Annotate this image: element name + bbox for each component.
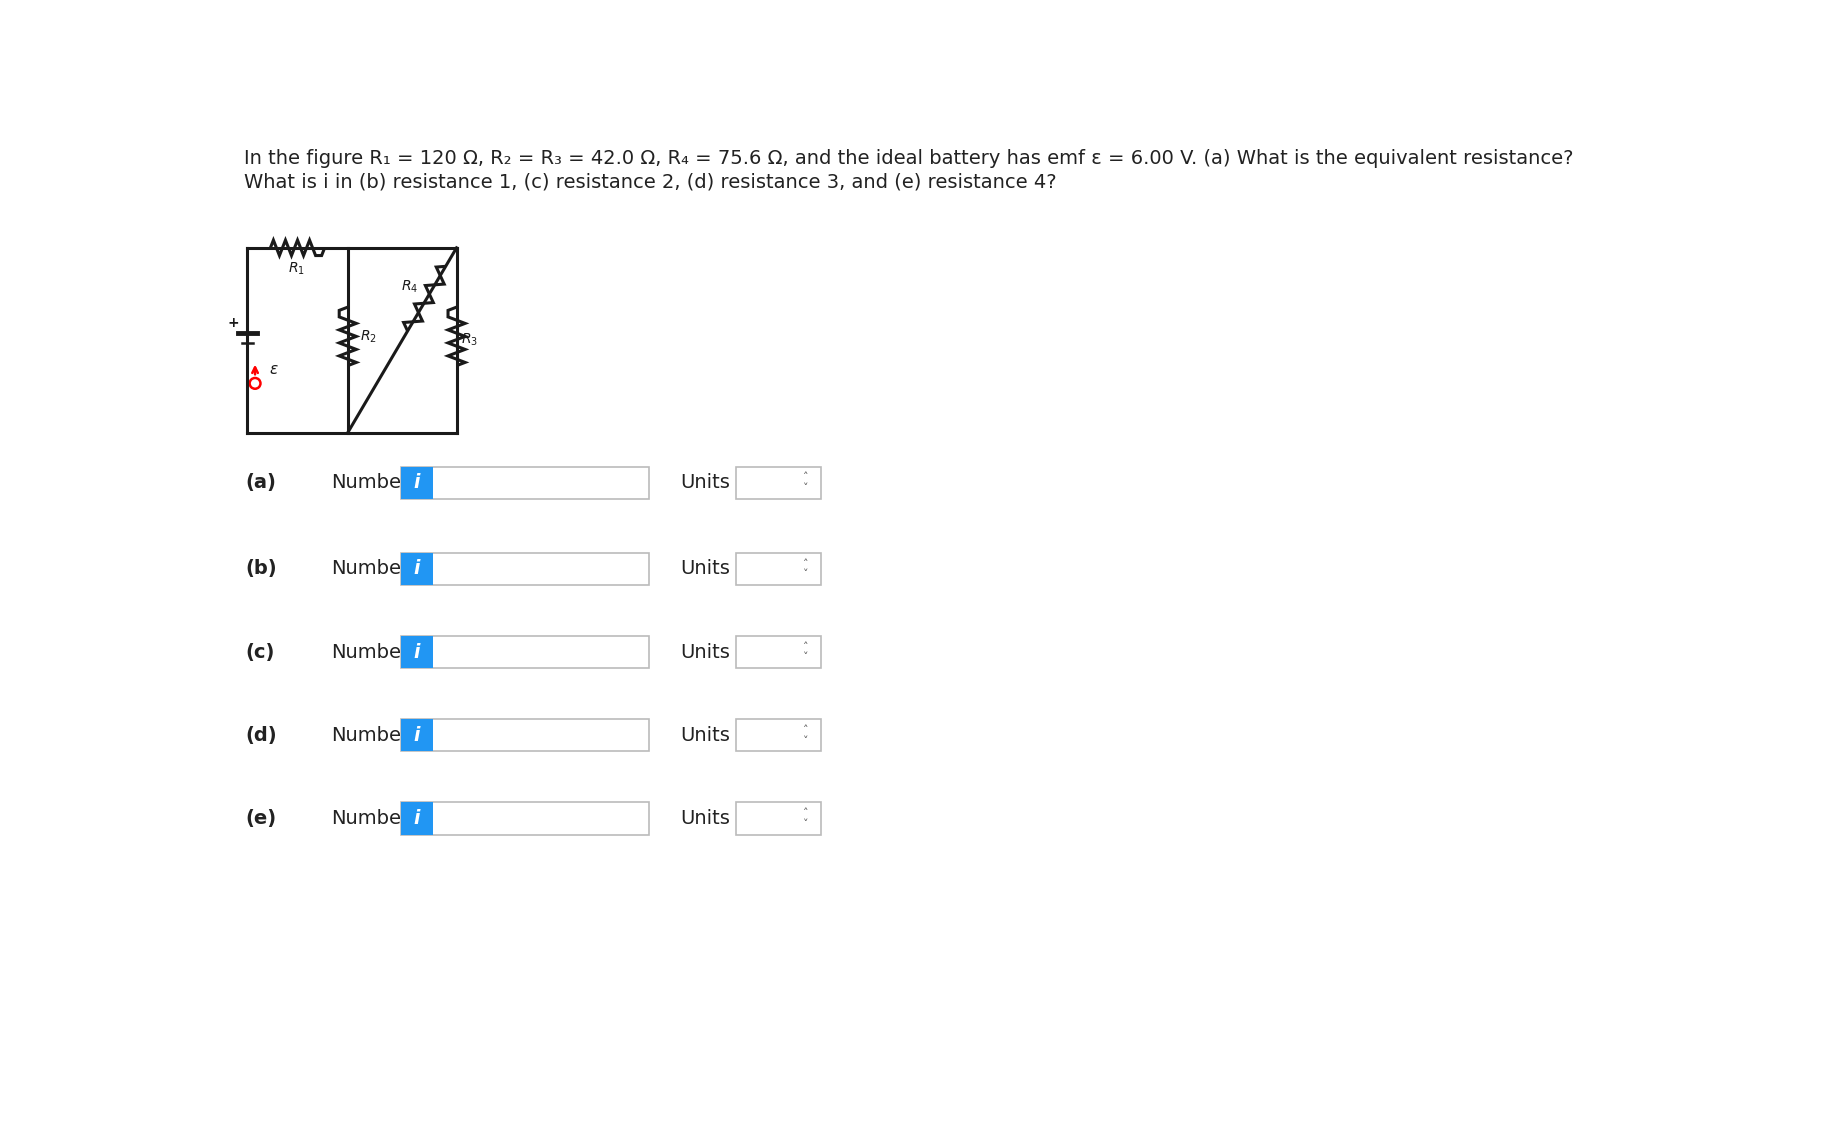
Text: i: i [414,642,420,662]
Text: (b): (b) [245,560,278,579]
Text: ˄: ˄ [803,641,809,651]
Text: +: + [228,317,239,330]
FancyBboxPatch shape [402,720,433,751]
FancyBboxPatch shape [735,636,822,669]
Text: $R_1$: $R_1$ [287,260,304,277]
Text: Number: Number [332,642,409,662]
Text: i: i [414,473,420,493]
Text: i: i [414,725,420,745]
Text: i: i [414,809,420,827]
FancyBboxPatch shape [735,720,822,751]
FancyBboxPatch shape [402,553,648,586]
FancyBboxPatch shape [402,802,648,834]
Text: ˅: ˅ [803,570,809,579]
FancyBboxPatch shape [402,802,433,834]
FancyBboxPatch shape [402,466,433,499]
Text: ˄: ˄ [803,725,809,734]
Text: $R_2$: $R_2$ [361,328,378,345]
Text: ˄: ˄ [803,808,809,818]
Text: ˅: ˅ [803,653,809,663]
Text: i: i [414,560,420,579]
FancyBboxPatch shape [402,553,433,586]
Text: Units: Units [680,642,729,662]
FancyBboxPatch shape [402,720,648,751]
Text: ε: ε [269,362,278,377]
Text: ˅: ˅ [803,735,809,746]
FancyBboxPatch shape [735,553,822,586]
Text: Number: Number [332,560,409,579]
Text: (a): (a) [245,473,276,493]
Text: ˄: ˄ [803,472,809,482]
Text: ˅: ˅ [803,484,809,493]
FancyBboxPatch shape [402,466,648,499]
Text: Number: Number [332,809,409,827]
Text: ˄: ˄ [803,558,809,569]
Text: In the figure R₁ = 120 Ω, R₂ = R₃ = 42.0 Ω, R₄ = 75.6 Ω, and the ideal battery h: In the figure R₁ = 120 Ω, R₂ = R₃ = 42.0… [245,150,1573,168]
Text: $R_3$: $R_3$ [460,333,479,348]
Text: Units: Units [680,560,729,579]
Text: (d): (d) [245,725,278,745]
Text: Units: Units [680,809,729,827]
Text: Number: Number [332,473,409,493]
Text: (c): (c) [245,642,274,662]
Text: $R_4$: $R_4$ [402,279,418,295]
FancyBboxPatch shape [735,466,822,499]
Text: Units: Units [680,725,729,745]
Text: (e): (e) [245,809,276,827]
Text: What is i in (b) resistance 1, (c) resistance 2, (d) resistance 3, and (e) resis: What is i in (b) resistance 1, (c) resis… [245,173,1057,192]
Text: ˅: ˅ [803,818,809,829]
FancyBboxPatch shape [735,802,822,834]
Text: Units: Units [680,473,729,493]
FancyBboxPatch shape [402,636,648,669]
FancyBboxPatch shape [402,636,433,669]
Text: Number: Number [332,725,409,745]
